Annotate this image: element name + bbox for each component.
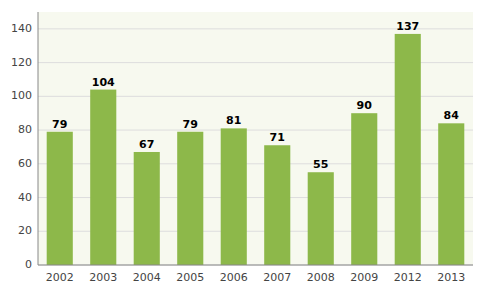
y-tick-label: 60 [18, 157, 32, 170]
x-tick-label: 2009 [350, 271, 378, 284]
y-tick-label: 80 [18, 123, 32, 136]
y-tick-label: 120 [11, 56, 32, 69]
x-tick-label: 2002 [46, 271, 74, 284]
bar [134, 152, 160, 265]
data-label: 137 [396, 20, 419, 33]
y-axis-line [38, 12, 39, 265]
bar [351, 113, 377, 265]
data-label: 104 [92, 76, 115, 89]
bar [177, 132, 203, 265]
x-tick-label: 2003 [89, 271, 117, 284]
y-tick-label: 140 [11, 22, 32, 35]
y-tick-label: 40 [18, 191, 32, 204]
chart-container: 0 20 40 60 80 100 120 140 79 104 67 79 81 71 55 90 137 84… [0, 0, 483, 291]
x-tick-label: 2013 [437, 271, 465, 284]
data-label: 71 [270, 131, 285, 144]
data-label: 79 [52, 118, 67, 131]
bar [90, 90, 116, 265]
bar [438, 123, 464, 265]
y-tick-label: 20 [18, 224, 32, 237]
bars [47, 34, 465, 265]
data-label: 90 [357, 99, 373, 112]
bar [47, 132, 73, 265]
y-tick-label: 100 [11, 89, 32, 102]
x-tick-label: 2008 [307, 271, 335, 284]
bar [264, 145, 290, 265]
plot-background [38, 12, 473, 265]
x-tick-label: 2006 [220, 271, 248, 284]
data-label: 79 [183, 118, 198, 131]
x-tick-label: 2007 [263, 271, 291, 284]
x-tick-label: 2012 [394, 271, 422, 284]
bar [221, 128, 247, 265]
x-tick-label: 2005 [176, 271, 204, 284]
chart: 0 20 40 60 80 100 120 140 79 104 67 79 81 71 55 90 137 84… [0, 0, 483, 291]
x-axis-line [38, 265, 473, 266]
bar [308, 172, 334, 265]
x-tick-label: 2004 [133, 271, 161, 284]
data-label: 84 [444, 109, 460, 122]
data-label: 81 [226, 114, 241, 127]
data-label: 55 [313, 158, 328, 171]
data-label: 67 [139, 138, 154, 151]
y-tick-label: 0 [25, 258, 32, 271]
grid-line [38, 265, 473, 266]
bar [395, 34, 421, 265]
